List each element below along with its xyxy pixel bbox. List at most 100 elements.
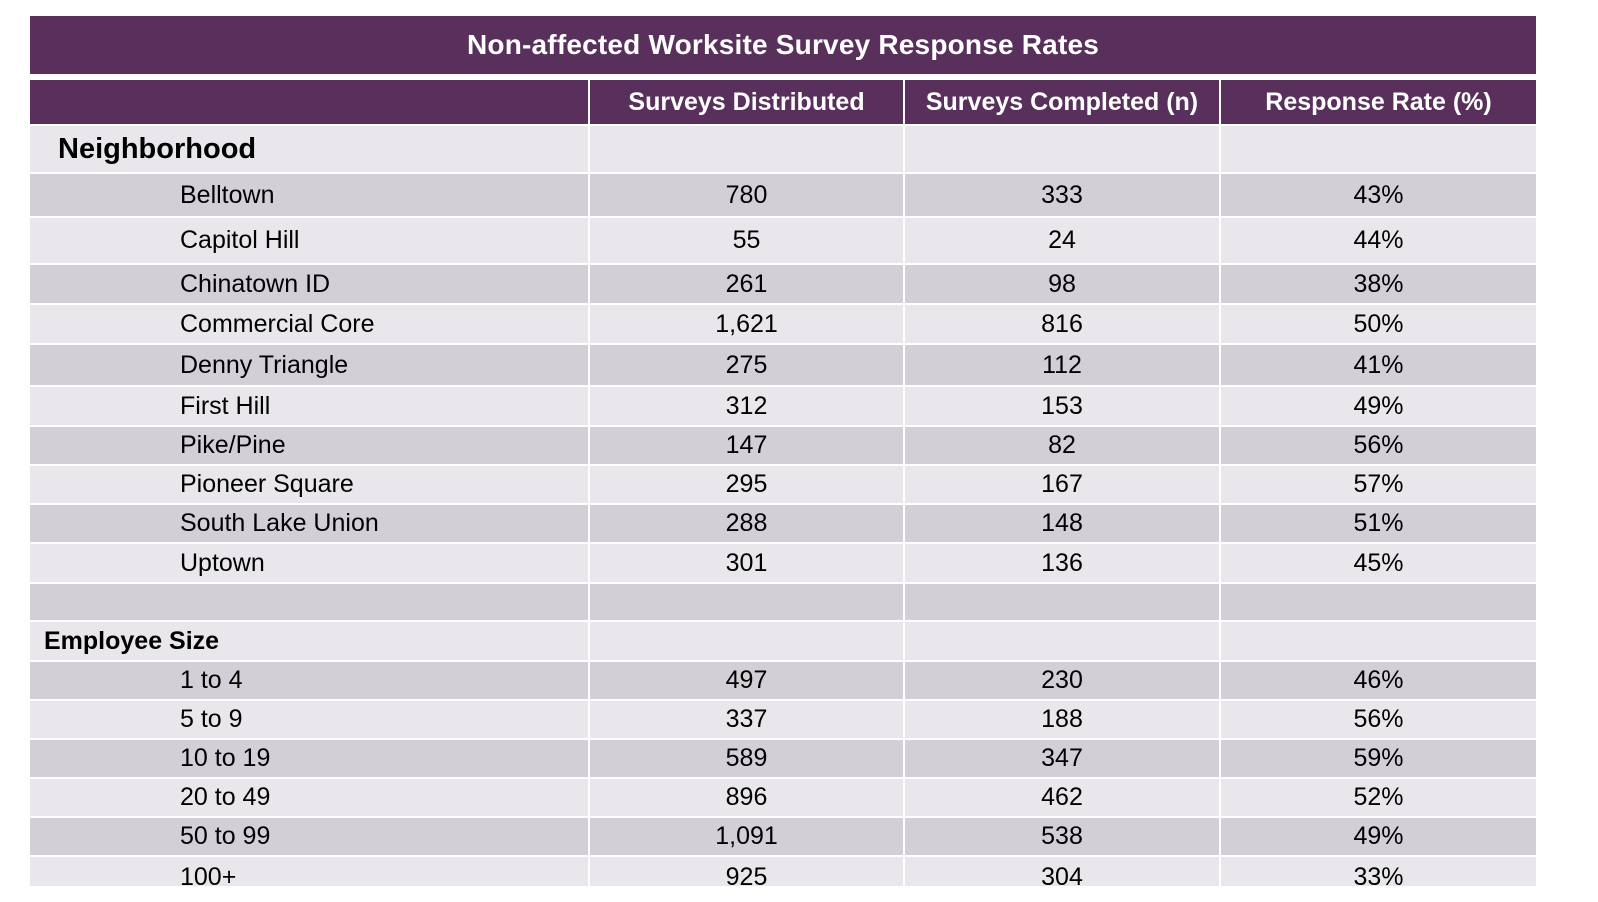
- rate-cell: 45%: [1353, 548, 1404, 577]
- table-row: 5 to 9 337 188 56%: [30, 701, 1536, 740]
- rate-cell: 51%: [1353, 509, 1404, 537]
- table-row: Uptown 301 136 45%: [30, 544, 1536, 584]
- header-row: Surveys Distributed Surveys Completed (n…: [30, 80, 1536, 126]
- table-row: 50 to 99 1,091 538 49%: [30, 818, 1536, 857]
- completed-cell: [905, 622, 1221, 660]
- label-cell: First Hill: [30, 387, 590, 425]
- rate-cell: 49%: [1353, 822, 1404, 850]
- distributed-cell: [590, 622, 905, 660]
- completed-cell: 347: [905, 740, 1221, 777]
- distributed-cell: 780: [590, 174, 905, 216]
- table-row: 10 to 19 589 347 59%: [30, 740, 1536, 779]
- table-row: 20 to 49 896 462 52%: [30, 779, 1536, 818]
- label-cell: Employee Size: [30, 622, 590, 660]
- completed-cell: [905, 584, 1221, 620]
- rate-cell: 57%: [1353, 470, 1404, 498]
- table-row: Denny Triangle 275 112 41%: [30, 345, 1536, 387]
- table-row: 1 to 4 497 230 46%: [30, 662, 1536, 701]
- table-row: Chinatown ID 261 98 38%: [30, 265, 1536, 305]
- label-cell: Pioneer Square: [30, 466, 590, 503]
- distributed-cell: 295: [590, 466, 905, 503]
- completed-cell: 153: [905, 387, 1221, 425]
- label-cell: 100+: [30, 857, 590, 886]
- spacer-row: [30, 584, 1536, 622]
- completed-cell: 304: [905, 857, 1221, 886]
- completed-cell: 82: [905, 427, 1221, 464]
- rate-cell: 52%: [1353, 783, 1404, 811]
- table-row: First Hill 312 153 49%: [30, 387, 1536, 427]
- rate-cell: 43%: [1353, 180, 1404, 209]
- completed-cell: 167: [905, 466, 1221, 503]
- distributed-cell: 55: [590, 218, 905, 263]
- table-row: 100+ 925 304 33%: [30, 857, 1536, 886]
- distributed-cell: 261: [590, 265, 905, 303]
- label-cell: Neighborhood: [30, 126, 590, 172]
- completed-cell: [905, 126, 1221, 172]
- label-cell: Commercial Core: [30, 305, 590, 343]
- distributed-cell: 301: [590, 544, 905, 582]
- distributed-cell: 1,091: [590, 818, 905, 855]
- table-row: Capitol Hill 55 24 44%: [30, 218, 1536, 265]
- label-cell: South Lake Union: [30, 505, 590, 542]
- label-cell: Pike/Pine: [30, 427, 590, 464]
- header-completed: Surveys Completed (n): [905, 80, 1221, 124]
- distributed-cell: [590, 584, 905, 620]
- completed-cell: 816: [905, 305, 1221, 343]
- rate-cell: 59%: [1353, 744, 1404, 772]
- distributed-cell: 589: [590, 740, 905, 777]
- table-title: Non-affected Worksite Survey Response Ra…: [30, 16, 1536, 74]
- completed-cell: 98: [905, 265, 1221, 303]
- rate-cell: 56%: [1353, 431, 1404, 459]
- rate-cell: 46%: [1353, 666, 1404, 694]
- section-row-neighborhood: Neighborhood: [30, 126, 1536, 174]
- rate-cell: 44%: [1353, 226, 1404, 254]
- completed-cell: 24: [905, 218, 1221, 263]
- distributed-cell: 288: [590, 505, 905, 542]
- rate-cell: 50%: [1353, 309, 1404, 338]
- header-blank: [30, 80, 590, 124]
- label-cell: 10 to 19: [30, 740, 590, 777]
- label-cell: 5 to 9: [30, 701, 590, 738]
- rate-cell: 33%: [1353, 862, 1404, 887]
- label-cell: Belltown: [30, 174, 590, 216]
- completed-cell: 462: [905, 779, 1221, 816]
- completed-cell: 136: [905, 544, 1221, 582]
- completed-cell: 333: [905, 174, 1221, 216]
- table-body: Neighborhood Belltown 780 333 43% Capitol Hil…: [30, 126, 1536, 886]
- table-row: Belltown 780 333 43%: [30, 174, 1536, 218]
- header-rate: Response Rate (%): [1265, 87, 1492, 116]
- table-row: Pike/Pine 147 82 56%: [30, 427, 1536, 466]
- title-gap: [30, 74, 1536, 80]
- table-row: South Lake Union 288 148 51%: [30, 505, 1536, 544]
- distributed-cell: 275: [590, 345, 905, 385]
- distributed-cell: 925: [590, 857, 905, 886]
- distributed-cell: 312: [590, 387, 905, 425]
- label-cell: Chinatown ID: [30, 265, 590, 303]
- completed-cell: 230: [905, 662, 1221, 699]
- header-distributed: Surveys Distributed: [590, 80, 905, 124]
- completed-cell: 188: [905, 701, 1221, 738]
- distributed-cell: 147: [590, 427, 905, 464]
- distributed-cell: 1,621: [590, 305, 905, 343]
- rate-cell: 41%: [1353, 350, 1404, 379]
- label-cell: Denny Triangle: [30, 345, 590, 385]
- distributed-cell: 896: [590, 779, 905, 816]
- label-cell: Capitol Hill: [30, 218, 590, 263]
- rate-cell: [1221, 584, 1536, 620]
- completed-cell: 148: [905, 505, 1221, 542]
- label-cell: [30, 584, 590, 620]
- table-row: Commercial Core 1,621 816 50%: [30, 305, 1536, 345]
- completed-cell: 112: [905, 345, 1221, 385]
- response-rates-table: Non-affected Worksite Survey Response Ra…: [30, 16, 1536, 886]
- label-cell: 1 to 4: [30, 662, 590, 699]
- distributed-cell: 497: [590, 662, 905, 699]
- rate-cell: 49%: [1353, 391, 1404, 420]
- distributed-cell: 337: [590, 701, 905, 738]
- label-cell: 50 to 99: [30, 818, 590, 855]
- distributed-cell: [590, 126, 905, 172]
- label-cell: Uptown: [30, 544, 590, 582]
- completed-cell: 538: [905, 818, 1221, 855]
- rate-cell: [1221, 622, 1536, 660]
- section-row-employee-size: Employee Size: [30, 622, 1536, 662]
- rate-cell: 38%: [1353, 269, 1404, 298]
